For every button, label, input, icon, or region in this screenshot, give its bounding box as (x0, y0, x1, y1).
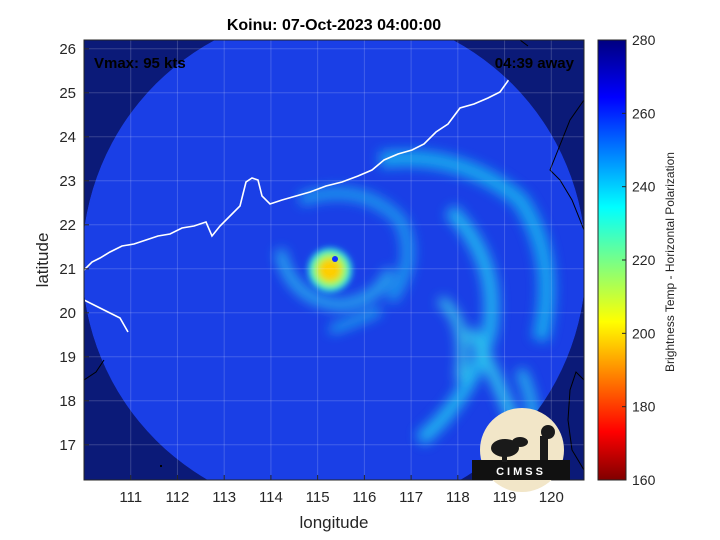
x-axis-ticks: 111 112 113 114 115 116 117 118 119 120 (119, 475, 564, 506)
colorbar-tick-label: 200 (632, 325, 656, 341)
y-tick-label: 18 (59, 393, 76, 410)
storm-eyewall (306, 246, 354, 294)
axes-frame (83, 39, 585, 481)
cimss-logo: CIMSS (472, 408, 570, 492)
y-tick-label: 24 (59, 129, 76, 146)
x-tick-label: 116 (352, 489, 376, 506)
x-tick-label: 115 (306, 489, 330, 506)
x-tick-label: 111 (119, 489, 142, 506)
y-tick-label: 25 (59, 85, 76, 102)
x-tick-label: 117 (399, 489, 423, 506)
y-tick-label: 22 (59, 217, 76, 234)
y-axis-ticks: 17 18 19 20 21 22 23 24 25 26 (59, 41, 89, 454)
island-dot (160, 465, 162, 467)
colorbar-tick-label: 160 (632, 472, 656, 488)
y-tick-label: 17 (59, 437, 76, 454)
y-tick-label: 19 (59, 349, 76, 366)
x-axis-label: longitude (299, 513, 368, 532)
y-tick-label: 21 (59, 261, 76, 278)
storm-eye (332, 256, 338, 262)
y-tick-label: 23 (59, 173, 76, 190)
colorbar (597, 39, 627, 481)
time-away-annotation: 04:39 away (495, 55, 575, 72)
colorbar-label: Brightness Temp - Horizontal Polarizatio… (663, 152, 677, 372)
colorbar-tick-label: 260 (632, 105, 656, 121)
coastline (84, 45, 529, 333)
colorbar-tick-label: 240 (632, 179, 656, 195)
coastline-outside (84, 40, 584, 471)
chart-title: Koinu: 07-Oct-2023 04:00:00 (227, 17, 441, 34)
colorbar-tick-label: 280 (632, 32, 656, 48)
x-tick-label: 113 (212, 489, 236, 506)
x-tick-label: 119 (493, 489, 517, 506)
y-tick-label: 26 (59, 41, 76, 58)
x-tick-label: 114 (259, 489, 283, 506)
x-tick-label: 118 (446, 489, 470, 506)
colorbar-ticks: 160 180 200 220 240 260 280 (622, 32, 656, 488)
x-tick-label: 120 (539, 489, 564, 506)
x-tick-label: 112 (165, 489, 189, 506)
y-tick-label: 20 (59, 305, 76, 322)
colorbar-tick-label: 220 (632, 252, 656, 268)
cimss-logo-text: CIMSS (496, 466, 546, 478)
vmax-annotation: Vmax: 95 kts (94, 55, 186, 72)
colorbar-tick-label: 180 (632, 399, 656, 415)
y-axis-label: latitude (33, 233, 52, 288)
